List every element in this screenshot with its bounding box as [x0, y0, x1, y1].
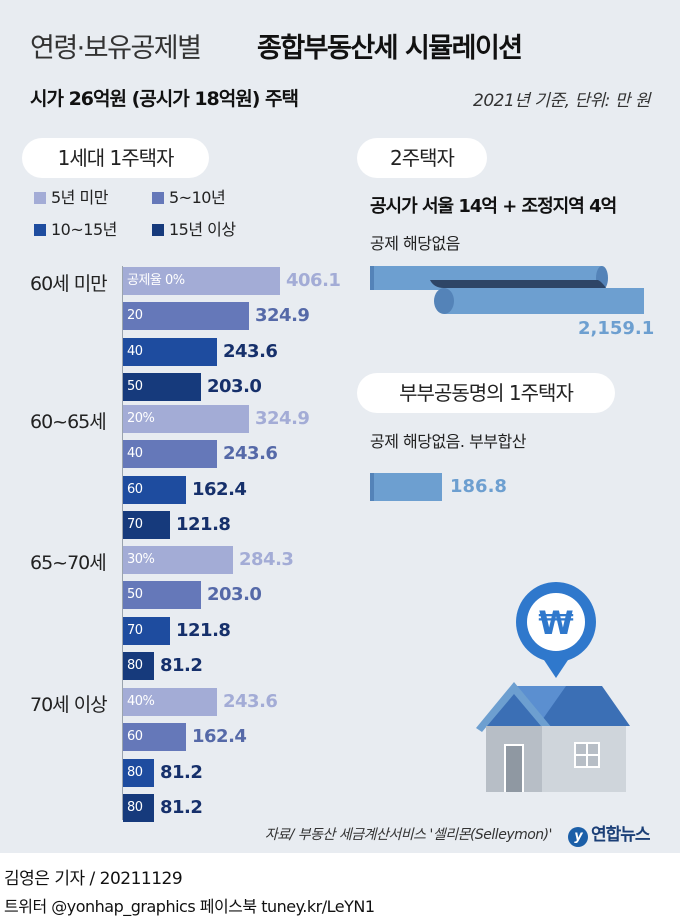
- tax-value-label: 324.9: [255, 408, 310, 429]
- tax-bar: [123, 267, 280, 295]
- tax-bar: [123, 581, 201, 610]
- tax-bar: [123, 440, 217, 469]
- tax-bar: [123, 723, 186, 752]
- tax-value-label: 284.3: [239, 549, 294, 570]
- legend-swatch-5to10: [152, 192, 164, 204]
- deduction-rate-label: 80: [127, 799, 143, 815]
- tax-value-label: 81.2: [160, 761, 203, 783]
- legend-swatch-15plus: [152, 224, 164, 236]
- legend-swatch-lt5: [34, 192, 46, 204]
- deduction-rate-label: 20: [127, 308, 143, 324]
- deduction-rate-label: 70: [127, 622, 143, 638]
- legend-label-lt5: 5년 미만: [51, 188, 108, 207]
- page-title: 종합부동산세 시뮬레이션: [257, 33, 523, 64]
- two-house-bar-left-edge: [370, 266, 374, 290]
- deduction-rate-label: 80: [127, 764, 143, 780]
- legend-item-15plus: 15년 이상: [152, 220, 236, 240]
- tax-value-label: 243.6: [223, 691, 278, 712]
- tax-value-label: 243.6: [223, 340, 278, 362]
- deduction-rate-label: 30%: [127, 552, 155, 567]
- age-group-label: 60세 미만: [30, 273, 108, 295]
- yonhap-logo-text: 연합뉴스: [591, 825, 651, 845]
- couple-value-label: 186.8: [450, 476, 507, 497]
- deduction-rate-label: 70: [127, 516, 143, 532]
- tax-value-label: 162.4: [192, 478, 247, 500]
- age-group-label: 65~70세: [30, 552, 107, 574]
- age-group-label: 70세 이상: [30, 694, 108, 716]
- deduction-rate-label: 60: [127, 729, 143, 745]
- legend-item-lt5: 5년 미만: [34, 188, 108, 208]
- deduction-rate-label: 50: [127, 587, 143, 603]
- tax-bar: [123, 372, 201, 401]
- tax-value-label: 406.1: [286, 270, 341, 291]
- house-with-won-pin-icon: ₩: [476, 582, 630, 792]
- legend-item-5to10: 5~10년: [152, 188, 226, 208]
- source-note: 자료/ 부동산 세금계산서비스 '셀리몬(Selleymon)': [264, 827, 553, 843]
- two-house-note: 공제 해당없음: [370, 234, 460, 253]
- title-prefix: 연령·보유공제별: [30, 33, 202, 64]
- tax-bar: [123, 793, 154, 822]
- two-house-condition: 공시가 서울 14억 + 조정지역 4억: [370, 196, 617, 217]
- bar-axis-line: [122, 266, 123, 820]
- tax-bar: [123, 546, 233, 574]
- byline: 김영은 기자 / 20211129: [4, 869, 183, 889]
- legend-item-10to15: 10~15년: [34, 220, 117, 240]
- subtitle: 시가 26억원 (공시가 18억원) 주택: [30, 88, 299, 110]
- tax-bar: [123, 616, 170, 645]
- tax-bar: [123, 758, 154, 787]
- legend-swatch-10to15: [34, 224, 46, 236]
- deduction-rate-label: 공제율 0%: [127, 273, 185, 288]
- couple-note: 공제 해당없음. 부부합산: [370, 432, 526, 451]
- tax-value-label: 203.0: [207, 584, 262, 606]
- tax-value-label: 243.6: [223, 443, 278, 465]
- legend-label-15plus: 15년 이상: [169, 220, 236, 239]
- tax-value-label: 162.4: [192, 726, 247, 748]
- deduction-rate-label: 60: [127, 481, 143, 497]
- legend-label-10to15: 10~15년: [51, 220, 117, 239]
- tax-value-label: 121.8: [176, 513, 231, 535]
- section-couple-label: 부부공동명의 1주택자: [357, 373, 615, 413]
- couple-bar: [370, 473, 442, 501]
- won-symbol: ₩: [538, 604, 573, 642]
- house-icon: [476, 682, 630, 792]
- two-house-bar-fold: [430, 280, 606, 288]
- deduction-rate-label: 80: [127, 657, 143, 673]
- won-pin-icon: ₩: [516, 582, 596, 678]
- yonhap-logo-mark-icon: y: [568, 827, 588, 847]
- tax-value-label: 121.8: [176, 619, 231, 641]
- tax-value-label: 81.2: [160, 796, 203, 818]
- two-house-bar-main-curl: [434, 288, 454, 314]
- tax-bar: [123, 475, 186, 504]
- two-house-bar-chart: [370, 266, 644, 314]
- deduction-rate-label: 40%: [127, 694, 155, 709]
- couple-bar-left-edge: [370, 473, 374, 501]
- graphic-panel: 연령·보유공제별 종합부동산세 시뮬레이션 시가 26억원 (공시가 18억원)…: [0, 0, 680, 853]
- age-group-label: 60~65세: [30, 411, 107, 433]
- tax-value-label: 203.0: [207, 375, 262, 397]
- social-links: 트위터 @yonhap_graphics 페이스북 tuney.kr/LeYN1: [4, 897, 375, 916]
- deduction-rate-label: 40: [127, 343, 143, 359]
- two-house-bar-main: [444, 288, 644, 314]
- section-two-house-label: 2주택자: [357, 138, 487, 178]
- tax-bar: [123, 405, 249, 433]
- legend-label-5to10: 5~10년: [169, 188, 226, 207]
- tax-value-label: 324.9: [255, 305, 310, 327]
- tax-bar: [123, 688, 217, 716]
- tax-bar: [123, 510, 170, 539]
- deduction-rate-label: 20%: [127, 411, 155, 426]
- tax-bar: [123, 302, 249, 331]
- tax-bar: [123, 651, 154, 680]
- tax-value-label: 81.2: [160, 654, 203, 676]
- unit-note: 2021년 기준, 단위: 만 원: [473, 91, 651, 111]
- section-one-house-label: 1세대 1주택자: [22, 138, 209, 178]
- yonhap-logo: y 연합뉴스: [568, 820, 651, 847]
- two-house-value-label: 2,159.1: [578, 318, 655, 339]
- tax-bar: [123, 337, 217, 366]
- deduction-rate-label: 40: [127, 446, 143, 462]
- deduction-rate-label: 50: [127, 378, 143, 394]
